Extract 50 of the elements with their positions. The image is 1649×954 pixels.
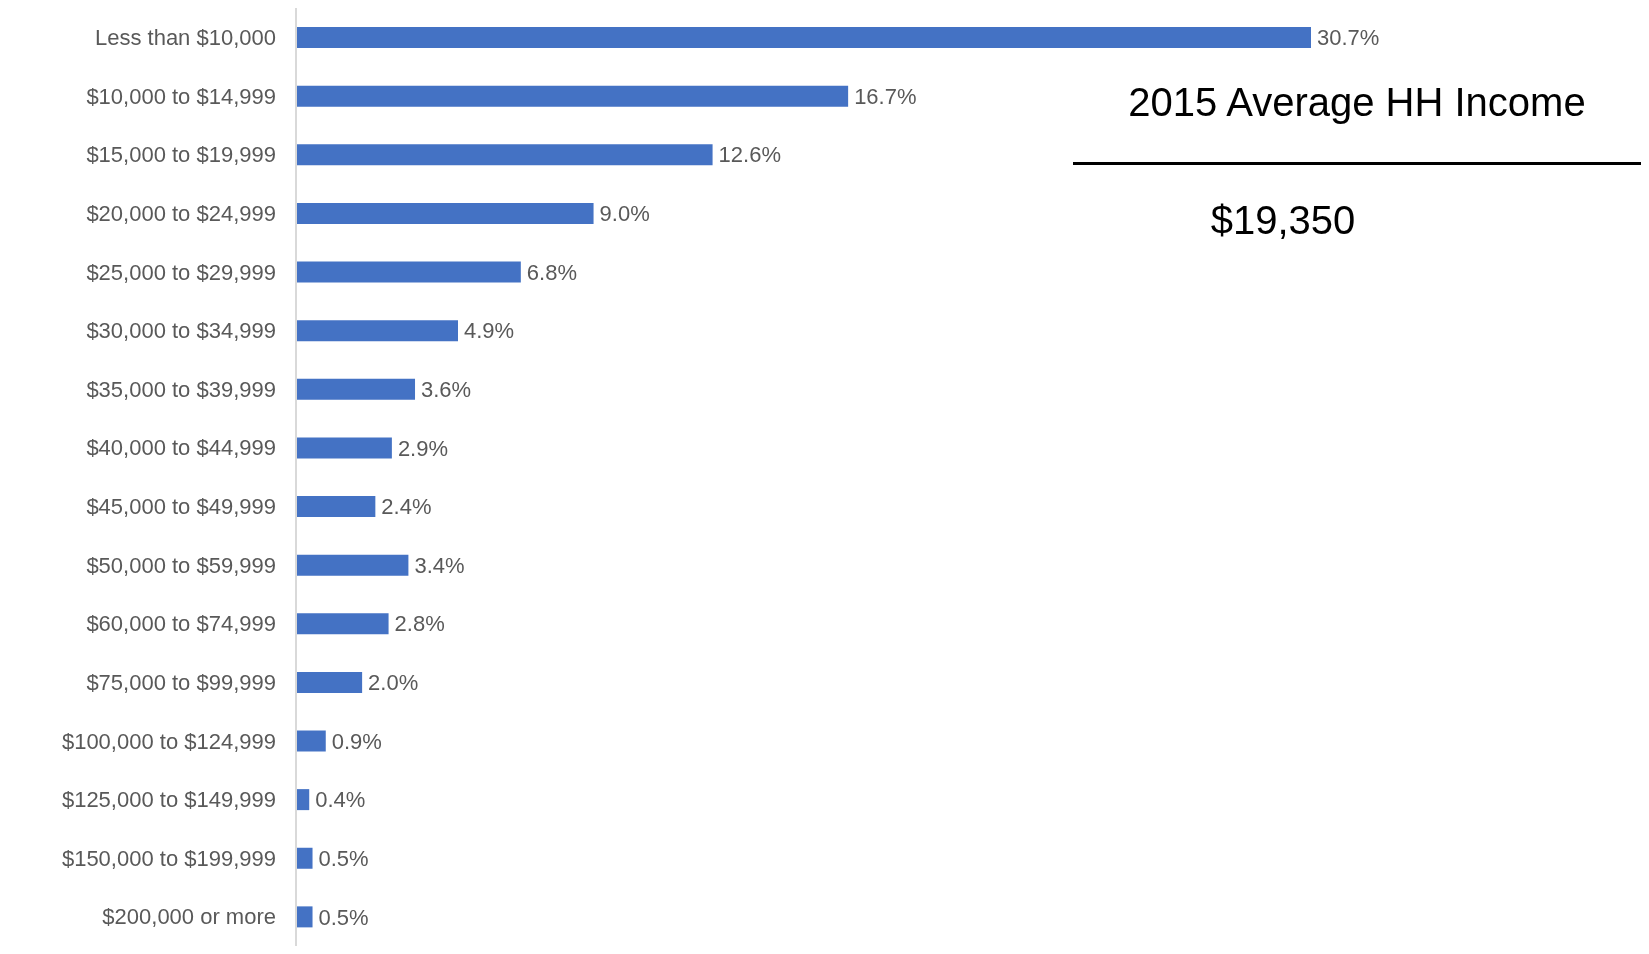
data-label: 2.9% xyxy=(397,435,449,461)
data-label: 9.0% xyxy=(599,201,650,227)
y-tick-label: Less than $10,000 xyxy=(94,25,276,51)
y-tick-label: $35,000 to $39,999 xyxy=(86,376,276,402)
bar xyxy=(296,789,310,811)
bar xyxy=(296,85,849,107)
data-label: 0.5% xyxy=(318,904,369,930)
data-label: 0.4% xyxy=(315,787,366,813)
bar xyxy=(296,320,458,342)
data-label: 0.9% xyxy=(331,728,382,754)
bar xyxy=(296,847,313,869)
annotation: $19,350 xyxy=(1209,198,1357,243)
data-label: 3.6% xyxy=(421,376,472,402)
data-label: 0.5% xyxy=(318,845,369,871)
y-tick-label: $10,000 to $14,999 xyxy=(86,83,276,109)
y-tick-label: $45,000 to $49,999 xyxy=(86,494,276,520)
y-tick-label: $75,000 to $99,999 xyxy=(86,670,276,695)
data-label: 16.7% xyxy=(854,83,917,109)
bar xyxy=(296,730,326,752)
data-label: 2.8% xyxy=(394,611,445,637)
y-tick-label: $125,000 to $149,999 xyxy=(61,787,276,813)
y-tick-label: $60,000 to $74,999 xyxy=(86,611,276,637)
bar xyxy=(296,202,594,224)
y-tick-label: $40,000 to $44,999 xyxy=(86,435,276,461)
bar xyxy=(296,144,713,166)
y-tick-label: $15,000 to $19,999 xyxy=(86,142,276,168)
bar xyxy=(296,554,409,576)
y-tick-label: $25,000 to $29,999 xyxy=(86,259,276,285)
data-label: 2.4% xyxy=(381,494,432,520)
data-label: 3.4% xyxy=(414,552,465,578)
bar xyxy=(296,671,363,693)
bar xyxy=(296,27,1311,48)
y-tick-label: $100,000 to $124,999 xyxy=(61,728,276,754)
data-label: 4.9% xyxy=(464,318,515,344)
bar xyxy=(296,437,392,459)
y-tick-label: $150,000 to $199,999 xyxy=(61,845,276,871)
data-label: 12.6% xyxy=(718,142,781,168)
bar xyxy=(296,613,389,635)
y-tick-label: $200,000 or more xyxy=(102,904,276,930)
y-tick-label: $50,000 to $59,999 xyxy=(86,552,276,578)
bar xyxy=(296,906,313,928)
y-tick-label: $30,000 to $34,999 xyxy=(86,318,276,344)
data-label: 6.8% xyxy=(526,259,577,285)
data-label: 2.0% xyxy=(368,670,419,696)
bar xyxy=(296,261,521,283)
bar xyxy=(296,378,416,400)
data-label: 30.7% xyxy=(1317,25,1380,51)
bar xyxy=(296,496,376,517)
annotation: 2015 Average HH Income xyxy=(1127,80,1587,125)
y-tick-label: $20,000 to $24,999 xyxy=(86,201,276,226)
